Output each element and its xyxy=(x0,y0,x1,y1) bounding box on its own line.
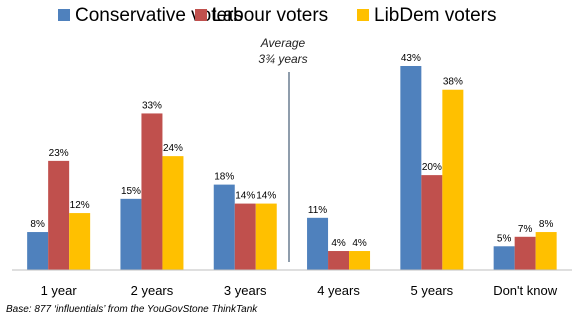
bar-labour-voters-2-years xyxy=(141,113,163,270)
bar-label-labour-voters-2-years: 33% xyxy=(142,100,162,111)
bar-label-libdem-voters-2-years: 24% xyxy=(163,143,183,154)
bar-conservative-voters-1-year xyxy=(27,232,49,270)
legend-swatch-labour-voters xyxy=(195,9,207,21)
average-annotation-line1: Average xyxy=(260,36,306,50)
x-tick-label-5-years: 5 years xyxy=(411,283,454,298)
bar-labour-voters-4-years xyxy=(328,251,350,270)
bar-labour-voters-5-years xyxy=(421,175,443,270)
bar-libdem-voters-5-years xyxy=(442,89,464,270)
bar-labour-voters-1-year xyxy=(48,160,70,270)
x-tick-label-1-year: 1 year xyxy=(41,283,78,298)
bar-label-labour-voters-don-t-know: 7% xyxy=(518,224,533,235)
bar-label-libdem-voters-3-years: 14% xyxy=(256,191,276,202)
bar-libdem-voters-4-years xyxy=(349,251,371,270)
bar-conservative-voters-don-t-know xyxy=(493,246,515,270)
bar-label-conservative-voters-2-years: 15% xyxy=(121,186,141,197)
x-tick-label-3-years: 3 years xyxy=(224,283,267,298)
bar-label-libdem-voters-4-years: 4% xyxy=(352,238,367,249)
legend-swatch-conservative-voters xyxy=(58,9,70,21)
average-annotation-line2: 3¾ years xyxy=(258,52,307,66)
bar-conservative-voters-2-years xyxy=(120,198,142,270)
bar-label-libdem-voters-1-year: 12% xyxy=(70,200,90,211)
bar-label-labour-voters-5-years: 20% xyxy=(422,162,442,173)
bar-conservative-voters-5-years xyxy=(400,66,422,270)
bar-label-labour-voters-3-years: 14% xyxy=(235,191,255,202)
bar-value-labels: 8%23%12%15%33%24%18%14% 14%11%4% 4%43%20%3… xyxy=(30,53,553,249)
bar-label-conservative-voters-3-years: 18% xyxy=(214,172,234,183)
bars xyxy=(27,66,557,270)
bar-label-libdem-voters-5-years: 38% xyxy=(443,77,463,88)
base-footnote: Base: 877 ‘influentials’ from the YouGov… xyxy=(6,304,258,315)
bar-libdem-voters-1-year xyxy=(69,213,91,270)
bar-label-conservative-voters-1-year: 8% xyxy=(30,219,45,230)
bar-conservative-voters-3-years xyxy=(213,184,235,270)
bar-libdem-voters-2-years xyxy=(162,156,184,270)
bar-libdem-voters-3-years xyxy=(255,203,277,270)
legend-label-labour-voters: Labour voters xyxy=(212,5,328,26)
bar-label-conservative-voters-don-t-know: 5% xyxy=(497,233,512,244)
bar-label-conservative-voters-4-years: 11% xyxy=(308,205,327,216)
bar-conservative-voters-4-years xyxy=(307,217,329,270)
bar-label-libdem-voters-don-t-know: 8% xyxy=(539,219,554,230)
x-tick-label-don-t-know: Don't know xyxy=(493,283,558,298)
legend-swatch-libdem-voters xyxy=(357,9,369,21)
x-tick-label-4-years: 4 years xyxy=(317,283,360,298)
x-axis-ticks: 1 year 2 years 3 years 4 years 5 years Don't … xyxy=(41,283,558,298)
bar-libdem-voters-don-t-know xyxy=(535,232,557,270)
legend-label-libdem-voters: LibDem voters xyxy=(374,5,497,26)
bar-labour-voters-3-years xyxy=(234,203,256,270)
bar-label-labour-voters-4-years: 4% xyxy=(331,238,346,249)
bar-label-labour-voters-1-year: 23% xyxy=(49,148,69,159)
bar-label-conservative-voters-5-years: 43% xyxy=(401,53,421,64)
bar-labour-voters-don-t-know xyxy=(514,236,536,270)
x-tick-label-2-years: 2 years xyxy=(131,283,174,298)
